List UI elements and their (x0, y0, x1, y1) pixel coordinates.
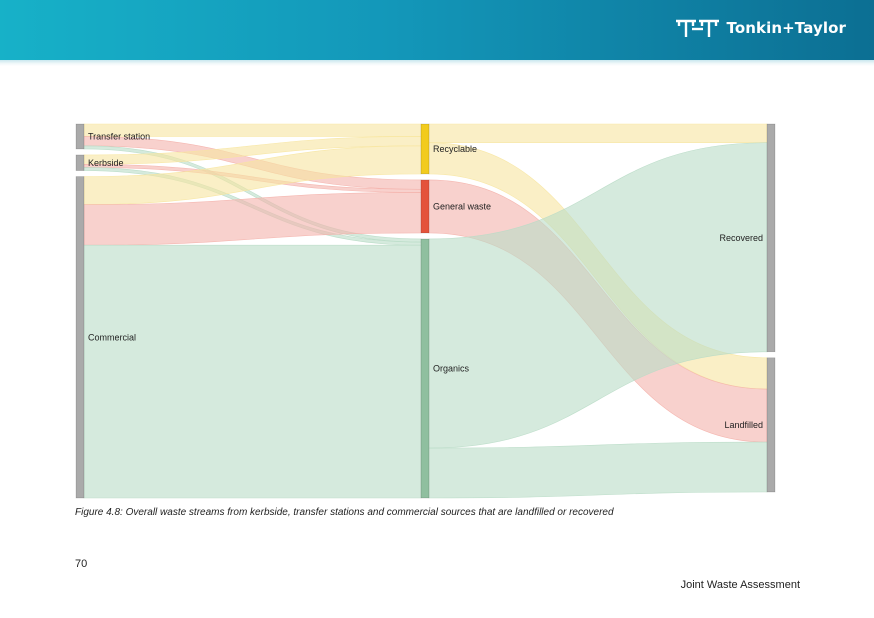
figure-caption: Figure 4.8: Overall waste streams from k… (75, 507, 614, 518)
sankey-node-label-landfilled: Landfilled (724, 420, 763, 430)
sankey-node-recyclable (420, 123, 430, 175)
sankey-link-recyclable-recovered (428, 123, 768, 144)
sankey-node-organics (420, 238, 430, 499)
page-header: Tonkin+Taylor (0, 0, 874, 60)
page-number: 70 (75, 558, 88, 570)
sankey-node-transfer (75, 123, 85, 150)
sankey-node-label-general: General waste (433, 201, 491, 211)
header-shadow (0, 60, 874, 66)
sankey-node-label-recovered: Recovered (719, 233, 763, 243)
sankey-node-label-kerbside: Kerbside (88, 158, 124, 168)
sankey-node-landfilled (766, 357, 776, 493)
sankey-nodes (75, 123, 776, 499)
brand-logo: Tonkin+Taylor (675, 15, 846, 41)
tonkin-taylor-logo-icon (675, 19, 719, 37)
sankey-link-organics-landfilled (428, 441, 768, 499)
brand-name: Tonkin+Taylor (726, 19, 846, 37)
sankey-node-commercial (75, 176, 85, 499)
sankey-node-kerbside (75, 154, 85, 171)
sankey-link-commercial-organics (83, 244, 422, 499)
sankey-labels: Transfer station Kerbside Commercial Recycl… (88, 131, 763, 429)
sankey-node-label-organics: Organics (433, 363, 470, 373)
sankey-node-label-commercial: Commercial (88, 332, 136, 342)
sankey-node-general (420, 179, 430, 234)
sankey-links (83, 123, 768, 499)
sankey-node-recovered (766, 123, 776, 353)
sankey-node-label-transfer: Transfer station (88, 131, 150, 141)
sankey-diagram: Transfer station Kerbside Commercial Recycl… (75, 123, 776, 499)
footer-title: Joint Waste Assessment (680, 579, 800, 591)
sankey-node-label-recyclable: Recyclable (433, 144, 477, 154)
sankey-link-commercial-general (83, 192, 422, 246)
